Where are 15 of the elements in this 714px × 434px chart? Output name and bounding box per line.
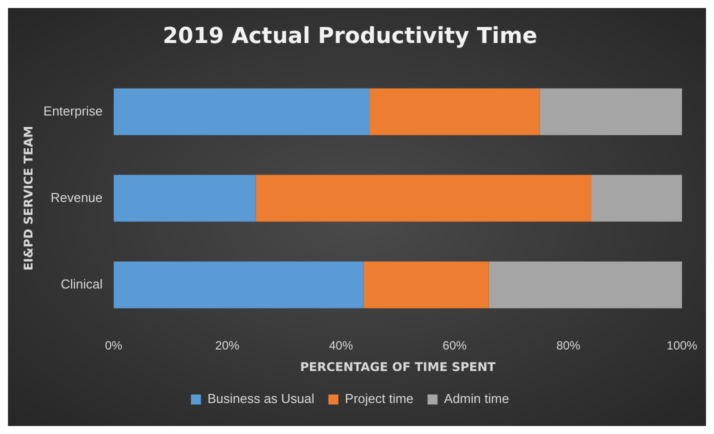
x-tick-label: 100% <box>666 338 698 353</box>
x-axis-title: PERCENTAGE OF TIME SPENT <box>300 360 496 374</box>
y-tick-label: Clinical <box>60 276 103 292</box>
x-tick-label: 40% <box>328 338 354 353</box>
x-tick-label: 0% <box>104 338 123 353</box>
y-tick-label: Enterprise <box>43 103 103 118</box>
x-tick-label: 60% <box>442 338 467 353</box>
legend-label: Project time <box>344 391 414 406</box>
y-axis-title: EI&PD SERVICE TEAM <box>21 126 36 271</box>
x-tick-label: 80% <box>556 338 581 353</box>
x-tick-label: 20% <box>215 338 240 353</box>
y-tick-label: Revenue <box>50 190 103 205</box>
chart-title: 2019 Actual Productivity Time <box>162 24 538 49</box>
legend-label: Admin time <box>444 391 510 406</box>
legend-label: Business as Usual <box>207 391 315 406</box>
